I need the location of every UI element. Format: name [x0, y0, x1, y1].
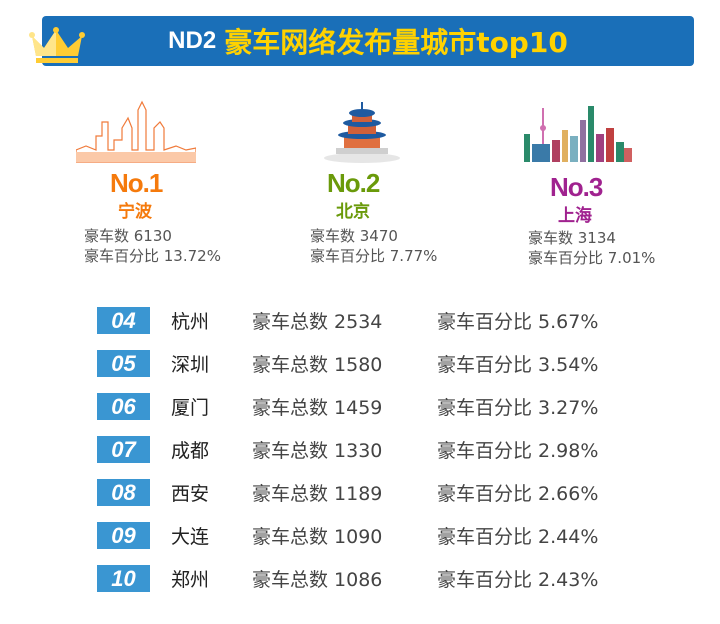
temple-of-heaven-icon	[324, 102, 400, 163]
car-count: 豪车总数 1580	[252, 353, 383, 376]
city-name: 杭州	[171, 310, 210, 333]
car-percent: 豪车百分比 3.54%	[437, 353, 599, 376]
car-percent: 豪车百分比 7.01%	[528, 249, 656, 267]
city-name: 深圳	[171, 353, 210, 376]
top-city-1: No.1 宁波 豪车数 6130 豪车百分比 13.72%	[75, 100, 284, 266]
rank-label: No.3	[550, 172, 603, 202]
rank-label: No.2	[327, 168, 380, 198]
car-count: 豪车总数 1189	[252, 482, 383, 505]
city-name: 郑州	[171, 568, 210, 591]
table-row: 05 深圳 豪车总数 1580 豪车百分比 3.54%	[97, 349, 598, 377]
top-city-2: No.2 北京 豪车数 3470 豪车百分比 7.77%	[310, 100, 510, 266]
car-count: 豪车数 6130	[84, 227, 172, 245]
car-count: 豪车总数 1459	[252, 396, 383, 419]
rank-badge: 04	[97, 306, 150, 334]
car-percent: 豪车百分比 2.44%	[437, 525, 599, 548]
city-name: 北京	[336, 202, 370, 222]
title-prefix: ND2	[168, 27, 217, 54]
city-name: 成都	[171, 439, 210, 462]
crown-icon	[29, 27, 85, 63]
rank-badge: 06	[97, 392, 150, 420]
car-percent: 豪车百分比 3.27%	[437, 396, 599, 419]
table-row: 08 西安 豪车总数 1189 豪车百分比 2.66%	[97, 478, 598, 506]
rank-badge: 08	[97, 478, 150, 506]
title-banner: ND2 豪车网络发布量城市top10	[42, 16, 694, 66]
car-count: 豪车数 3470	[310, 227, 398, 245]
rank-label: No.1	[110, 168, 163, 198]
ningbo-skyline-icon	[75, 100, 197, 163]
table-row: 07 成都 豪车总数 1330 豪车百分比 2.98%	[97, 435, 598, 463]
city-name: 宁波	[118, 202, 152, 222]
car-count: 豪车总数 2534	[252, 310, 383, 333]
table-row: 06 厦门 豪车总数 1459 豪车百分比 3.27%	[97, 392, 598, 420]
car-percent: 豪车百分比 13.72%	[84, 247, 221, 265]
car-percent: 豪车百分比 2.66%	[437, 482, 599, 505]
top-city-3: No.3 上海 豪车数 3134 豪车百分比 7.01%	[524, 100, 720, 268]
rank-badge: 10	[97, 564, 150, 592]
rank-badge: 09	[97, 521, 150, 549]
car-count: 豪车总数 1330	[252, 439, 383, 462]
car-percent: 豪车百分比 2.43%	[437, 568, 599, 591]
car-count: 豪车总数 1086	[252, 568, 383, 591]
car-percent: 豪车百分比 5.67%	[437, 310, 599, 333]
table-row: 10 郑州 豪车总数 1086 豪车百分比 2.43%	[97, 564, 598, 592]
car-percent: 豪车百分比 2.98%	[437, 439, 599, 462]
page-title: 豪车网络发布量城市top10	[224, 26, 568, 59]
car-percent: 豪车百分比 7.77%	[310, 247, 438, 265]
city-name: 大连	[171, 525, 210, 548]
table-row: 09 大连 豪车总数 1090 豪车百分比 2.44%	[97, 521, 598, 549]
car-count: 豪车总数 1090	[252, 525, 383, 548]
city-name: 西安	[171, 482, 210, 505]
car-count: 豪车数 3134	[528, 229, 616, 247]
rank-badge: 07	[97, 435, 150, 463]
table-row: 04 杭州 豪车总数 2534 豪车百分比 5.67%	[97, 306, 598, 334]
shanghai-skyline-icon	[524, 106, 632, 162]
city-name: 厦门	[171, 396, 210, 419]
city-name: 上海	[558, 206, 592, 226]
rank-badge: 05	[97, 349, 150, 377]
